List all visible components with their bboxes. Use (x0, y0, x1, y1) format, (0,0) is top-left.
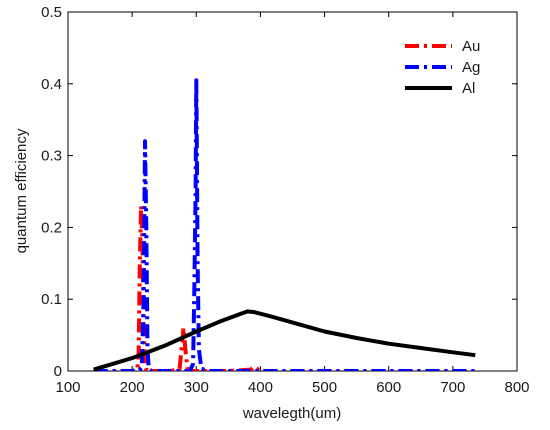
plot-area-frame (67, 11, 518, 372)
series-line-al (93, 309, 476, 371)
x-tick-label: 500 (312, 379, 337, 396)
x-tick-label: 100 (55, 379, 80, 396)
x-tick-label: 600 (376, 379, 401, 396)
series-line-ag (93, 78, 476, 371)
y-axis-label: quantum efficiency (13, 128, 30, 253)
y-tick-label: 0.5 (41, 4, 62, 21)
y-tick-label: 0 (54, 363, 62, 380)
x-tick-label: 400 (248, 379, 273, 396)
x-tick-label: 300 (184, 379, 209, 396)
legend-label-au: Au (462, 38, 480, 55)
series-lines (93, 78, 476, 371)
y-tick-label: 0.3 (41, 148, 62, 165)
legend: Au Ag Al (405, 38, 480, 97)
legend-label-al: Al (462, 80, 475, 97)
y-tick-label: 0.1 (41, 291, 62, 308)
x-tick-label: 200 (120, 379, 145, 396)
axis-ticks: 100 200 300 400 500 600 700 800 0 0.1 0.2 0.3 0.4 0.5 (41, 4, 529, 396)
y-tick-label: 0.2 (41, 219, 62, 236)
x-tick-label: 800 (504, 379, 529, 396)
x-tick-label: 700 (440, 379, 465, 396)
x-axis-label: wavelegth(um) (242, 405, 341, 422)
legend-label-ag: Ag (462, 59, 480, 76)
y-tick-label: 0.4 (41, 76, 62, 93)
